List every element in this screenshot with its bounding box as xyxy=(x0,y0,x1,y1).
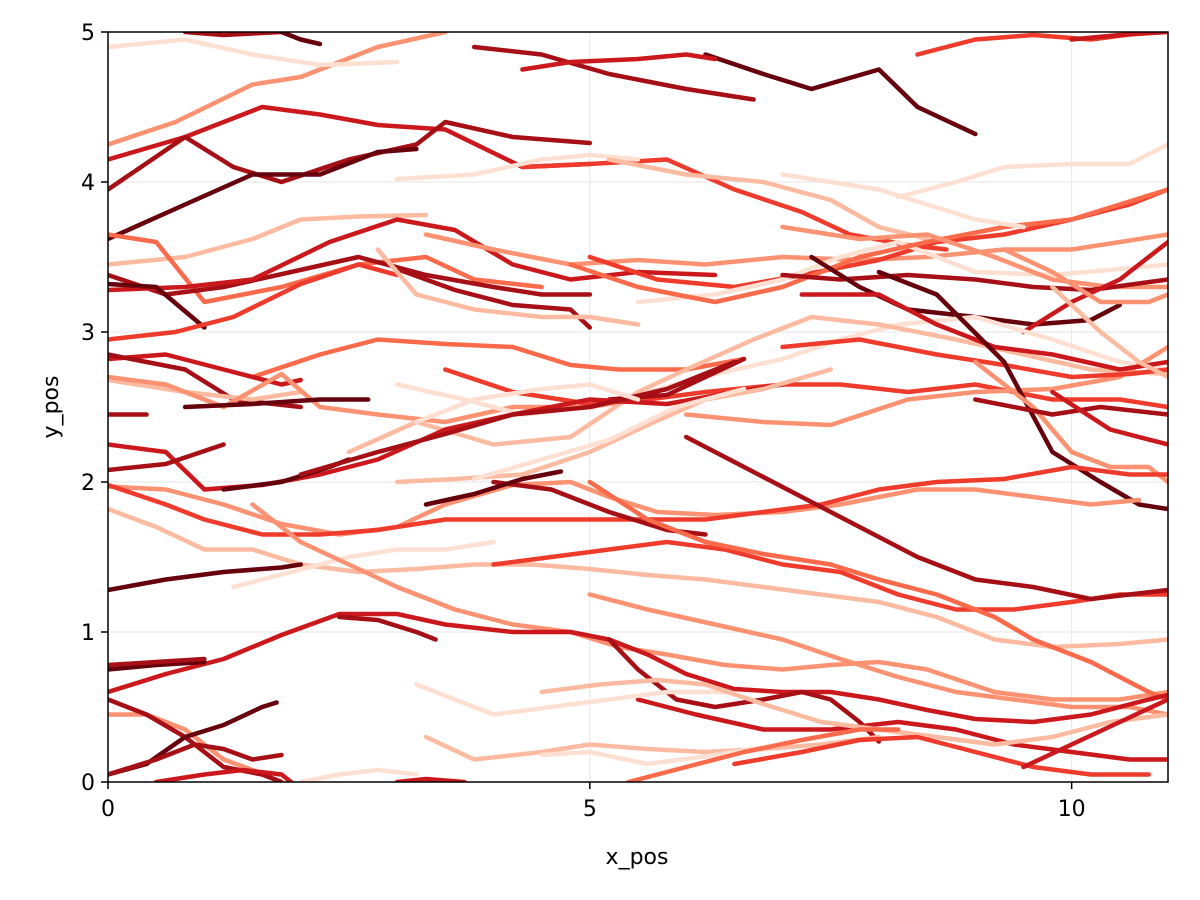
trajectory-line-91 xyxy=(282,32,321,44)
trajectory-line-5 xyxy=(108,40,397,66)
x-tick-label: 5 xyxy=(583,797,597,822)
x-axis-title: x_pos xyxy=(606,845,669,870)
y-axis-title: y_pos xyxy=(39,376,64,439)
trajectory-line-71 xyxy=(542,680,1168,745)
x-tick-label: 0 xyxy=(101,797,115,822)
trajectory-line-1 xyxy=(706,55,976,135)
trajectory-line-62 xyxy=(494,542,1169,610)
x-tick-label: 10 xyxy=(1058,797,1086,822)
y-tick-label: 4 xyxy=(81,171,95,196)
trajectory-line-60 xyxy=(253,505,1169,700)
y-tick-label: 3 xyxy=(81,321,95,346)
y-tick-label: 2 xyxy=(81,471,95,496)
trajectory-line-10 xyxy=(397,155,638,179)
trajectory-line-8 xyxy=(108,149,416,239)
y-tick-label: 1 xyxy=(81,621,95,646)
y-tick-label: 5 xyxy=(81,21,95,46)
y-tick-label: 0 xyxy=(81,771,95,796)
trajectory-line-54 xyxy=(108,482,1139,535)
trajectory-line-27 xyxy=(108,265,397,340)
trajectory-line-55 xyxy=(108,467,1168,535)
trajectory-line-89 xyxy=(1072,32,1168,40)
trajectory-line-29 xyxy=(253,340,745,378)
trajectory-line-7 xyxy=(108,122,590,190)
trajectory-line-12 xyxy=(898,145,1168,198)
trajectory-line-74 xyxy=(628,730,898,783)
trajectory-line-19 xyxy=(426,235,1168,265)
series-lines xyxy=(108,32,1168,782)
